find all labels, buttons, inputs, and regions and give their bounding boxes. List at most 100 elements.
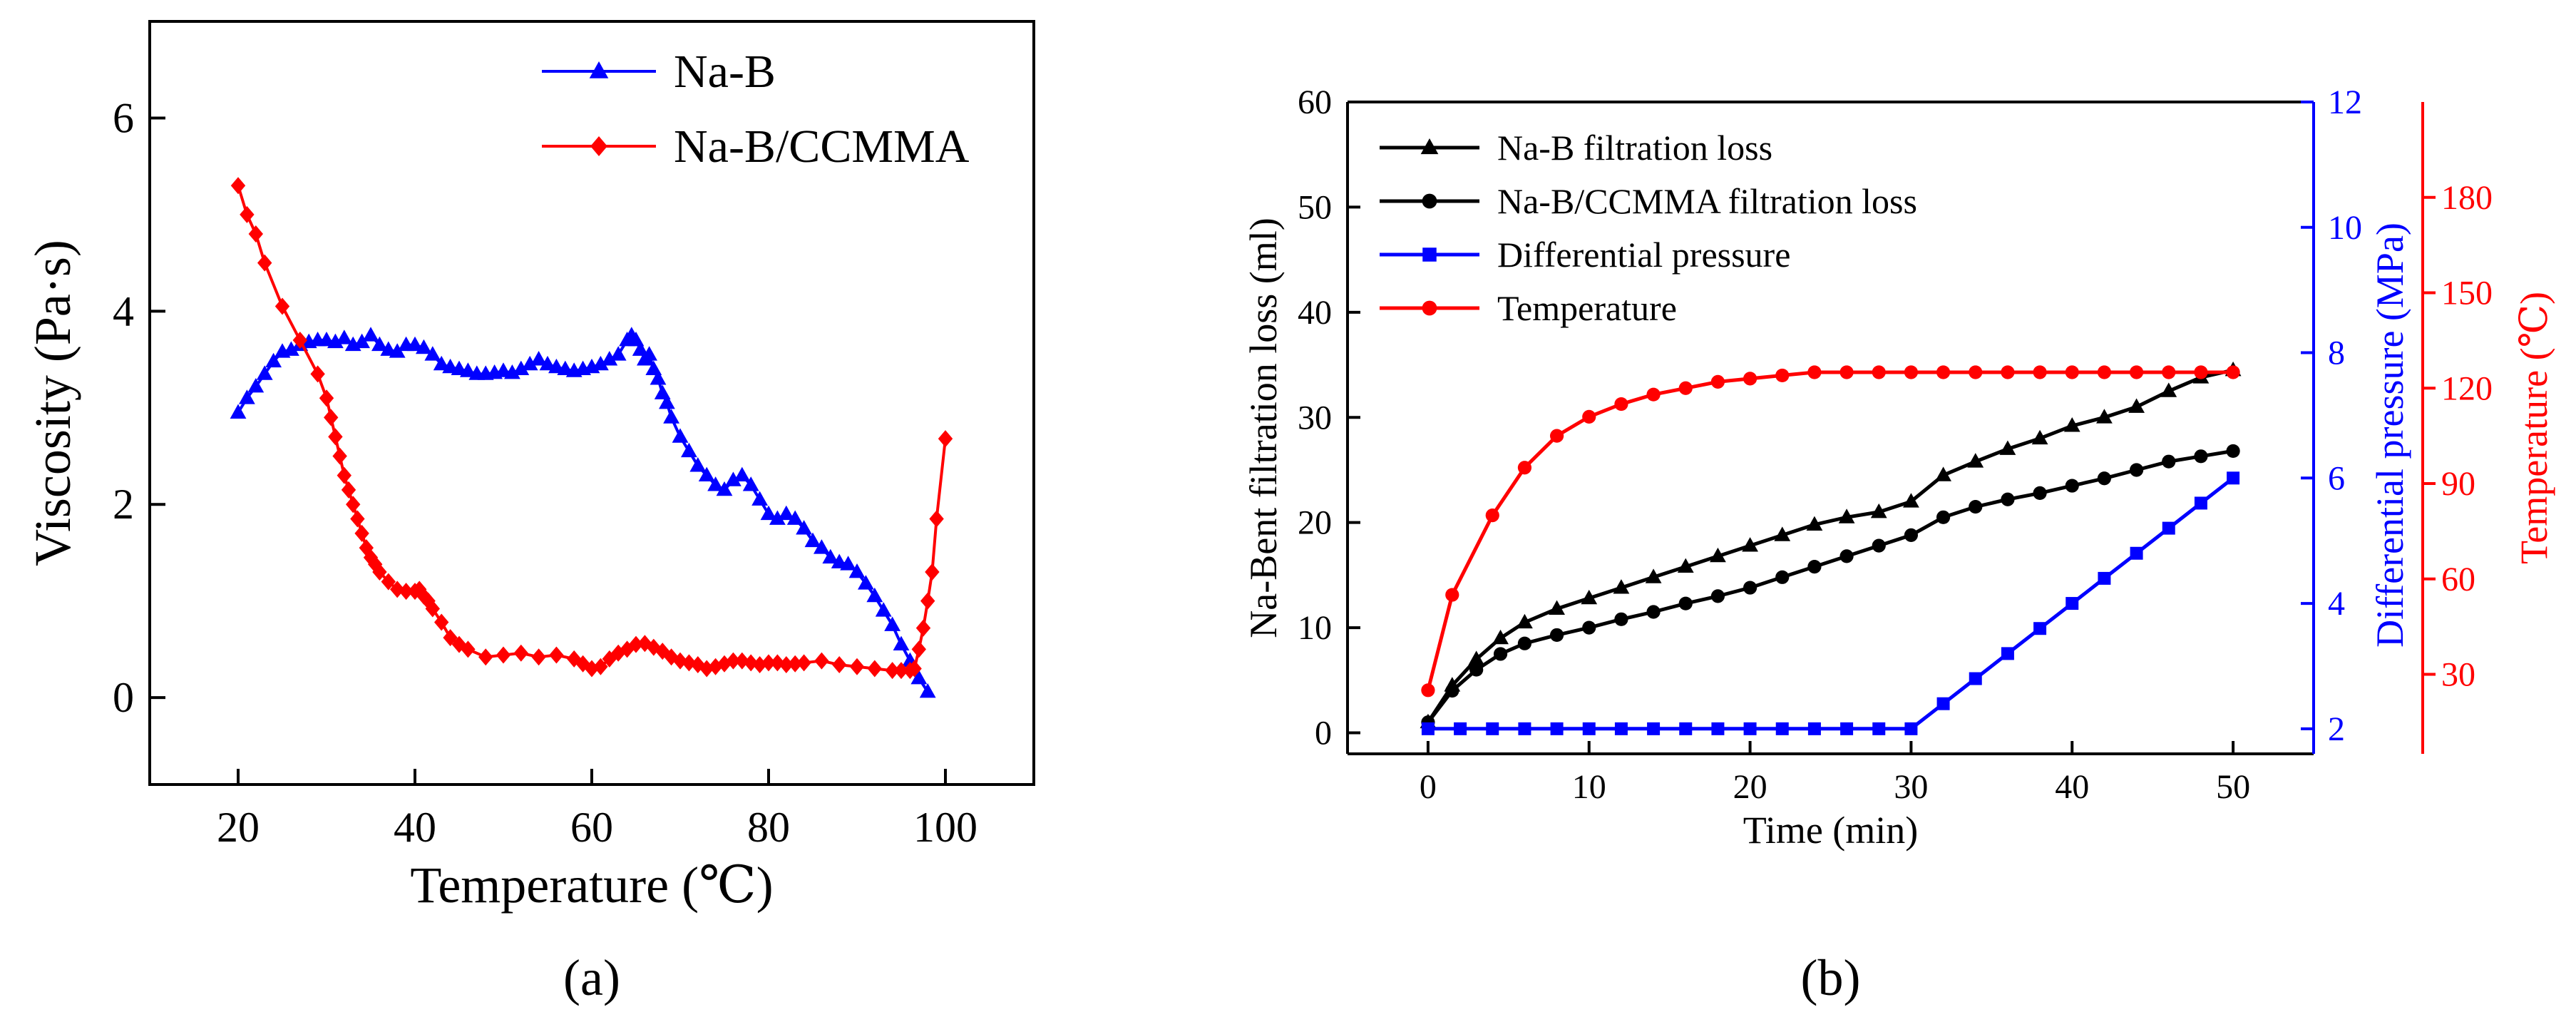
data-point [346, 496, 361, 513]
data-point [1839, 549, 1854, 563]
legend-label: Differential pressure [1497, 235, 1790, 275]
data-point [1517, 461, 1532, 475]
data-point [1492, 629, 1509, 645]
data-point [1936, 365, 1951, 379]
data-point [1969, 365, 1983, 379]
y-tick-label: 60 [1298, 83, 1332, 121]
legend: Na-B Na-B/CCMMA [542, 46, 970, 173]
data-point [1549, 628, 1564, 643]
data-point [804, 532, 821, 548]
data-point [372, 563, 387, 581]
data-point [2226, 365, 2240, 379]
series-line [1426, 368, 2234, 724]
data-point [726, 652, 741, 670]
data-point [796, 654, 811, 672]
data-point [371, 336, 388, 352]
data-point [478, 648, 493, 666]
data-point [531, 648, 546, 666]
data-point [257, 254, 272, 272]
data-point [2128, 398, 2145, 413]
data-point [875, 602, 892, 617]
data-point [424, 346, 441, 361]
data-point [611, 644, 626, 662]
x-axis-label: Time (min) [1743, 809, 1919, 852]
series-line [237, 333, 929, 693]
data-point [663, 409, 679, 424]
data-point [602, 650, 617, 668]
y-tick-label: 0 [113, 674, 134, 721]
data-point [779, 656, 794, 674]
data-point [742, 476, 759, 491]
data-point [752, 656, 767, 674]
data-point [567, 650, 582, 668]
x-tick-label: 40 [2055, 768, 2089, 806]
data-point [2130, 546, 2143, 560]
data-point [230, 404, 247, 419]
data-point [1646, 387, 1661, 402]
data-point [910, 670, 928, 685]
series-line [1426, 449, 2234, 724]
temperature-tick-label: 150 [2441, 275, 2493, 312]
data-point [1421, 722, 1435, 735]
data-point [907, 660, 922, 678]
data-point [1775, 368, 1790, 383]
data-point [1454, 722, 1467, 735]
y-tick-label: 10 [1298, 609, 1332, 647]
data-point [2033, 365, 2047, 379]
temperature-tick-label: 90 [2441, 465, 2475, 503]
data-point [849, 658, 865, 675]
data-point [1807, 559, 1822, 574]
data-point [425, 600, 440, 618]
data-point [2065, 365, 2079, 379]
data-point [1969, 672, 1982, 685]
data-point [1469, 663, 1484, 677]
legend-marker [589, 61, 609, 78]
data-point [1936, 510, 1951, 524]
data-point [433, 355, 450, 371]
data-point [690, 656, 705, 674]
data-point [2162, 365, 2176, 379]
data-point [292, 331, 307, 349]
data-point [265, 352, 282, 368]
data-point [1870, 503, 1887, 518]
data-point [496, 646, 511, 664]
data-point [381, 573, 396, 591]
data-point [761, 654, 776, 672]
legend-label: Na-B filtration loss [1497, 128, 1772, 168]
legend-label: Temperature [1497, 288, 1677, 328]
data-point [814, 539, 830, 554]
data-point [1710, 589, 1725, 603]
data-point [929, 510, 944, 528]
y-tick-label: 40 [1298, 294, 1332, 332]
data-point [1468, 650, 1485, 665]
data-point [327, 333, 344, 349]
data-point [421, 592, 436, 610]
pressure-axis-label: Differential pressure (MPa) [2369, 223, 2411, 648]
data-point [650, 370, 667, 385]
data-point [2001, 647, 2014, 660]
data-point [2194, 365, 2208, 379]
data-point [1711, 722, 1725, 735]
legend-marker [1422, 193, 1437, 209]
data-point [832, 656, 847, 674]
x-tick-label: 100 [913, 804, 977, 851]
data-point [1493, 647, 1508, 661]
data-point [2129, 365, 2144, 379]
data-point [248, 225, 263, 242]
data-point [1549, 429, 1564, 443]
data-point [416, 339, 432, 354]
series-differential-pressure [1421, 471, 2240, 735]
data-point [324, 409, 339, 426]
data-point [2001, 492, 2015, 506]
data-point [461, 640, 476, 658]
data-point [460, 362, 476, 377]
data-point [1550, 722, 1564, 735]
series-line [237, 185, 947, 673]
y-axis-label: Viscosity (Pa·s) [24, 240, 81, 566]
data-point [336, 329, 353, 344]
data-point [230, 177, 246, 195]
data-point [744, 654, 759, 672]
data-point [530, 351, 547, 366]
data-point [434, 613, 449, 631]
data-point [760, 505, 777, 521]
